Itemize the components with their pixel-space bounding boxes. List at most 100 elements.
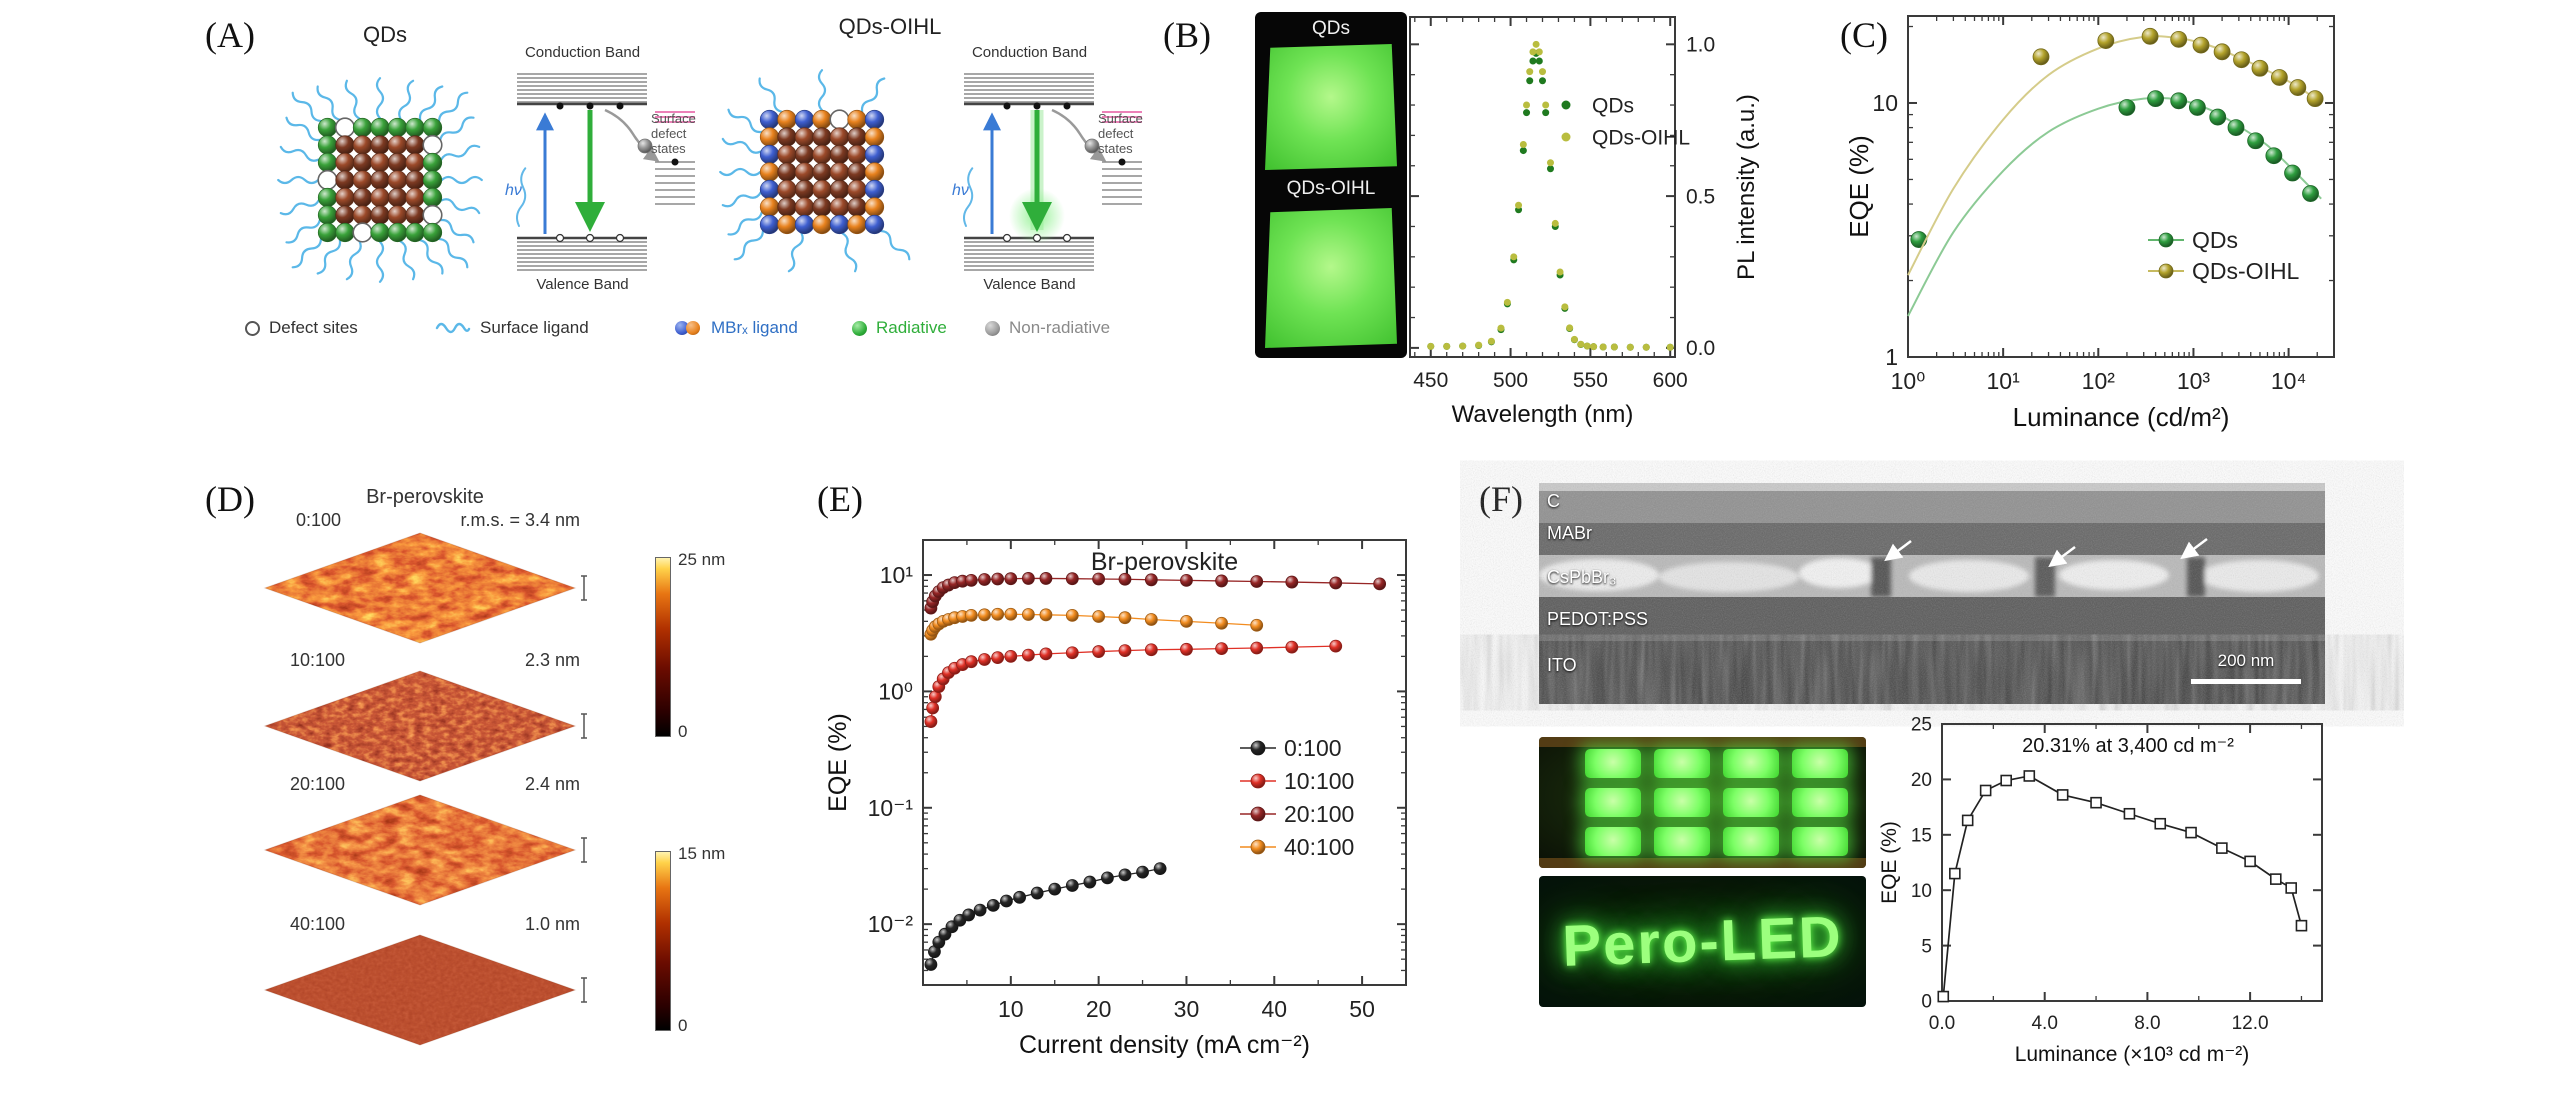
afm-rms-2: 2.4 nm — [524, 774, 580, 794]
afm-rms-1: 2.3 nm — [524, 650, 580, 670]
svg-text:0.0: 0.0 — [1686, 337, 1715, 360]
colorbar-max-label: 25 nm — [678, 550, 726, 569]
qds-film-photo — [1265, 44, 1397, 170]
valence-band-label: Valence Band — [983, 276, 1076, 293]
tem-layer-label-cspbbr3: CsPbBr₃ — [1547, 567, 1617, 587]
pero-led-neon-text: Pero-LED — [1561, 904, 1844, 979]
svg-text:0: 0 — [1921, 992, 1932, 1013]
legend-label: Defect sites — [269, 318, 358, 337]
surface-defect-states-label: Surface defect states — [651, 111, 696, 156]
svg-text:10: 10 — [998, 996, 1024, 1022]
svg-text:Wavelength (nm): Wavelength (nm) — [1452, 401, 1634, 428]
afm-ratio-2: 20:100 — [290, 774, 346, 794]
colorbar-min-label: 0 — [678, 722, 688, 741]
svg-text:1: 1 — [1885, 344, 1898, 370]
afm-colorbar-15nm — [655, 851, 671, 1031]
conduction-band-label: Conduction Band — [971, 44, 1088, 61]
svg-text:QDs: QDs — [1592, 94, 1634, 117]
surface-defect-states-label: Surface defect states — [1098, 111, 1143, 156]
svg-text:20.31% at 3,400 cd m⁻²: 20.31% at 3,400 cd m⁻² — [2022, 735, 2234, 757]
qds-oihl-schematic-title: QDs-OIHL — [838, 14, 942, 39]
band-diagram-qds-art — [515, 73, 695, 271]
svg-text:25: 25 — [1911, 715, 1932, 736]
svg-text:10⁻²: 10⁻² — [868, 911, 914, 937]
tem-image-art — [1539, 483, 2325, 704]
led-pixel — [1792, 749, 1848, 778]
panel-a-label: (A) — [205, 15, 255, 55]
svg-text:10⁰: 10⁰ — [1891, 368, 1926, 394]
led-pixel — [1654, 788, 1710, 817]
afm-image-2 — [263, 794, 587, 906]
qds-oihl-schematic — [719, 69, 911, 273]
afm-image-3 — [263, 934, 587, 1046]
led-device-photo — [1539, 737, 1866, 868]
tem-layer-label-ito: ITO — [1547, 655, 1577, 675]
svg-text:10²: 10² — [2082, 368, 2116, 394]
svg-text:0.0: 0.0 — [1929, 1013, 1955, 1034]
svg-text:450: 450 — [1413, 369, 1448, 392]
legend-item-surface-ligand: Surface ligand — [435, 318, 589, 338]
band-diagram-oihl-art — [962, 73, 1142, 271]
svg-text:0:100: 0:100 — [1284, 735, 1342, 761]
qds-schematic-title: QDs — [363, 22, 407, 47]
svg-text:5: 5 — [1921, 936, 1932, 957]
valence-band-label: Valence Band — [536, 276, 629, 293]
afm-colorbar-25nm — [655, 557, 671, 737]
svg-text:QDs: QDs — [2192, 227, 2238, 253]
led-pixel — [1723, 827, 1779, 856]
svg-text:0.5: 0.5 — [1686, 185, 1715, 208]
colorbar-min-label: 0 — [678, 1016, 688, 1035]
svg-text:40:100: 40:100 — [1284, 834, 1354, 860]
svg-text:10⁴: 10⁴ — [2271, 368, 2306, 394]
svg-text:4.0: 4.0 — [2031, 1013, 2057, 1034]
svg-text:10⁰: 10⁰ — [878, 678, 913, 704]
svg-text:EQE (%): EQE (%) — [1878, 821, 1901, 904]
led-pixel — [1585, 749, 1641, 778]
led-pixel — [1723, 749, 1779, 778]
panel-d-label: (D) — [205, 479, 255, 519]
svg-text:PL intensity (a.u.): PL intensity (a.u.) — [1733, 94, 1760, 280]
panel-f-label: (F) — [1479, 479, 1523, 519]
led-pixel — [1585, 827, 1641, 856]
hv-label: hν — [952, 182, 969, 199]
tem-cross-section: C MABr CsPbBr₃ PEDOT:PSS ITO 200 nm — [1539, 483, 2325, 704]
afm-rms-3: 1.0 nm — [524, 914, 580, 934]
svg-text:Br-perovskite: Br-perovskite — [1091, 548, 1238, 576]
tem-scale-bar-label: 200 nm — [2217, 651, 2275, 670]
afm-ratio-0: 0:100 — [296, 510, 342, 530]
legend-label: Non-radiative — [1009, 318, 1111, 337]
svg-text:EQE (%): EQE (%) — [1844, 135, 1874, 238]
svg-text:EQE (%): EQE (%) — [824, 713, 852, 812]
afm-ratio-3: 40:100 — [290, 914, 346, 934]
led-pixel-grid — [1585, 749, 1848, 856]
svg-text:Current density (mA cm⁻²): Current density (mA cm⁻²) — [1019, 1031, 1310, 1059]
led-pixel — [1585, 788, 1641, 817]
tem-layer-label-pedot: PEDOT:PSS — [1547, 609, 1649, 629]
afm-image-0 — [263, 532, 587, 644]
hv-label: hν — [505, 182, 522, 199]
led-pixel — [1792, 827, 1848, 856]
svg-text:20: 20 — [1911, 770, 1932, 791]
svg-text:500: 500 — [1493, 369, 1528, 392]
svg-text:1.0: 1.0 — [1686, 34, 1715, 57]
svg-text:40: 40 — [1261, 996, 1287, 1022]
legend-label: MBrₓ ligand — [711, 318, 798, 337]
legend-label: Surface ligand — [480, 318, 589, 337]
led-pixel — [1792, 788, 1848, 817]
svg-text:30: 30 — [1174, 996, 1200, 1022]
legend-item-defect-sites: Defect sites — [245, 318, 358, 338]
panel-b-label: (B) — [1163, 15, 1211, 55]
svg-text:10¹: 10¹ — [880, 562, 914, 588]
pl-photo: QDs QDs-OIHL — [1255, 12, 1407, 358]
colorbar-max-label: 15 nm — [678, 844, 726, 863]
svg-text:Luminance (×10³ cd m⁻²): Luminance (×10³ cd m⁻²) — [2015, 1043, 2250, 1066]
qds-schematic — [277, 77, 483, 283]
tem-layer-label-c: C — [1547, 491, 1560, 511]
svg-text:20: 20 — [1086, 996, 1112, 1022]
wavy-ligand-icon — [435, 322, 471, 334]
legend-item-radiative: Radiative — [852, 318, 947, 338]
photo-label-qds-oihl: QDs-OIHL — [1286, 178, 1376, 199]
afm-ratio-1: 10:100 — [290, 650, 346, 670]
legend-item-non-radiative: Non-radiative — [985, 318, 1110, 338]
